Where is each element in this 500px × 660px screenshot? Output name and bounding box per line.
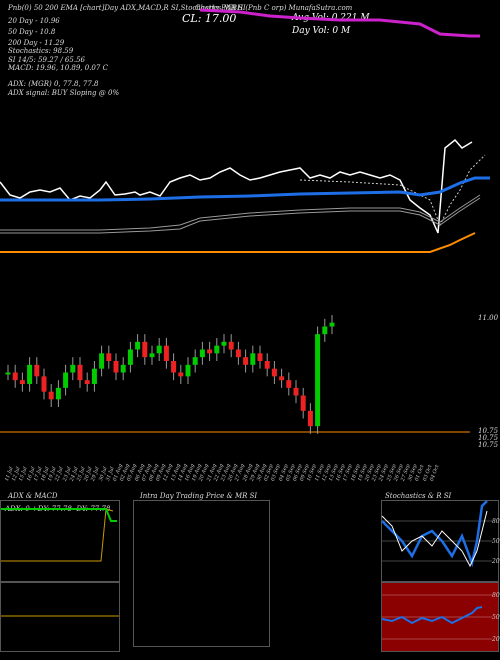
ema-grey-line-1 (0, 194, 481, 231)
rsi-level-80: 80 (492, 592, 500, 599)
stoch-label: Stochastics: 98.59 (8, 47, 74, 55)
candle-body (279, 376, 285, 381)
candle-body (257, 353, 263, 361)
candle-body (27, 364, 33, 384)
candle-body (19, 380, 25, 384)
dy-line (1, 508, 117, 522)
candle-body (12, 372, 18, 381)
candle-body (286, 380, 292, 388)
header-top-left: Pnb(0) 50 200 EMA [chart]Day ADX,MACD,R … (8, 4, 246, 12)
macd-label: MACD: 19.96, 10.89, 0.07 C (8, 64, 108, 72)
candle-body (264, 361, 270, 369)
adx-line (1, 508, 114, 562)
rsi-level-20: 20 (491, 636, 500, 643)
ema-grey-line-2 (0, 197, 481, 234)
candle-body (99, 353, 105, 369)
ema-mid-line (0, 176, 490, 202)
stoch-level-50: 50 (492, 538, 500, 545)
date-axis: 11 Jul 12 Jul 15 Jul 16 Jul 17 Jul 18 Jul 19 J… (0, 462, 470, 482)
candle-body (293, 387, 299, 396)
stoch-level-80: 80 (492, 518, 500, 525)
rsi-line (381, 606, 483, 625)
candle-body (221, 341, 227, 346)
adx-label: ADX: (MGR) 0, 77.8, 77.8 (8, 80, 99, 88)
candle-body (156, 345, 162, 354)
candle-body (185, 364, 191, 377)
adx-title: ADX & MACD (8, 492, 58, 500)
candle-body (48, 391, 54, 400)
candle-body (34, 364, 40, 377)
candle-body (77, 364, 83, 381)
candle-body (91, 368, 97, 384)
ema200-line (199, 8, 480, 38)
candle-body (163, 345, 169, 361)
avg-vol: Avg Vol: 0.221 M (292, 13, 370, 23)
candle-body (84, 380, 90, 384)
candle-body (70, 364, 76, 373)
candle-body (207, 349, 213, 354)
intra-panel (133, 500, 270, 647)
intra-title: Intra Day Trading Price & MR SI (140, 492, 258, 500)
header-title: Charts PNBH (Pnb C orp) MunafaSutra.com (195, 4, 353, 12)
candle-body (250, 353, 256, 365)
candle-body (300, 395, 306, 411)
macd-panel (0, 582, 120, 652)
candle-body (178, 372, 184, 377)
candle-body (199, 349, 205, 358)
candle-chart (0, 315, 470, 434)
candle-body (149, 353, 155, 358)
adx-panel: ADX: 0 +DY: 77.78 -DY: 77.78 (0, 500, 120, 582)
candle-body (127, 349, 133, 365)
candle-body (228, 341, 234, 350)
stoch-k-line (381, 500, 488, 568)
candle-body (120, 364, 126, 373)
stoch-title: Stochastics & R SI (385, 492, 452, 500)
candle-body (271, 368, 277, 377)
price-top: 11.00 (478, 314, 499, 322)
candle-body (142, 341, 148, 358)
ema-chart (0, 8, 490, 253)
candle-body (171, 361, 177, 373)
stoch-level-20: 20 (491, 558, 500, 565)
candle-body (329, 322, 335, 327)
candle-body (135, 341, 141, 350)
rsi-panel: 80 50 20 (381, 582, 500, 652)
price-bottom: 10.75 10.75 10.75 (478, 427, 499, 449)
ema200-label: 200 Day - 11.29 (8, 39, 65, 47)
candle-body (5, 372, 11, 375)
candle-body (63, 372, 69, 388)
stoch-d-line (381, 510, 488, 568)
ema20-label: 20 Day - 10.96 (8, 17, 60, 25)
candle-body (113, 361, 119, 373)
candle-body (235, 349, 241, 358)
candle-body (214, 345, 220, 354)
candle-body (322, 326, 328, 335)
candle-body (41, 376, 47, 392)
ema-dotted-line (299, 154, 486, 227)
day-vol: Day Vol: 0 M (292, 26, 351, 36)
candle-body (315, 334, 321, 427)
candle-body (307, 410, 313, 427)
candle-body (243, 357, 249, 365)
close-label: CL: 17.00 (182, 12, 237, 25)
candle-body (106, 353, 112, 361)
ema50-label: 50 Day - 10.8 (8, 28, 56, 36)
candle-body (192, 357, 198, 365)
ema-short-line (0, 138, 473, 234)
si-label: SI 14/5: 59.27 / 65.56 (8, 56, 85, 64)
ema-long-line (0, 232, 476, 253)
candle-body (55, 387, 61, 400)
rsi-level-50: 50 (492, 614, 500, 621)
adx-signal: ADX signal: BUY Sloping @ 0% (8, 89, 120, 97)
stoch-panel: 80 50 20 (381, 500, 500, 582)
